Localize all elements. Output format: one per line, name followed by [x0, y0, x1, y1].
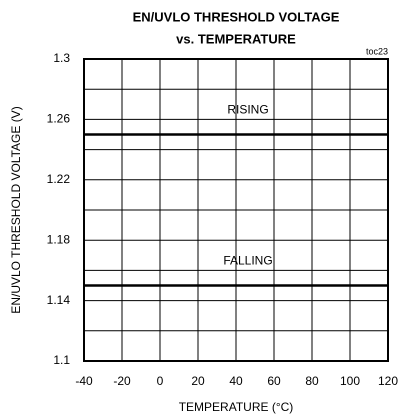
y-tick-label: 1.1: [53, 353, 70, 367]
y-axis-label: EN/UVLO THRESHOLD VOLTAGE (V): [9, 106, 23, 313]
x-tick-label: -40: [75, 374, 93, 388]
series-label: FALLING: [223, 254, 272, 268]
y-tick-label: 1.14: [47, 293, 71, 307]
x-tick-label: 80: [305, 374, 319, 388]
x-axis-label: TEMPERATURE (°C): [179, 400, 294, 414]
chart-title: EN/UVLO THRESHOLD VOLTAGE: [133, 9, 340, 24]
x-tick-label: 120: [378, 374, 398, 388]
chart-subtitle: vs. TEMPERATURE: [176, 31, 296, 46]
y-tick-label: 1.18: [47, 232, 71, 246]
x-tick-label: 100: [340, 374, 360, 388]
x-tick-label: 0: [157, 374, 164, 388]
annotation: toc23: [366, 46, 388, 56]
x-tick-label: 20: [191, 374, 205, 388]
series-label: RISING: [227, 103, 268, 117]
y-tick-label: 1.22: [47, 172, 71, 186]
y-tick-label: 1.3: [53, 51, 70, 65]
plot-frame: [83, 58, 389, 362]
x-tick-label: 40: [229, 374, 243, 388]
y-tick-label: 1.26: [47, 112, 71, 126]
x-tick-label: -20: [113, 374, 131, 388]
x-tick-label: 60: [267, 374, 281, 388]
